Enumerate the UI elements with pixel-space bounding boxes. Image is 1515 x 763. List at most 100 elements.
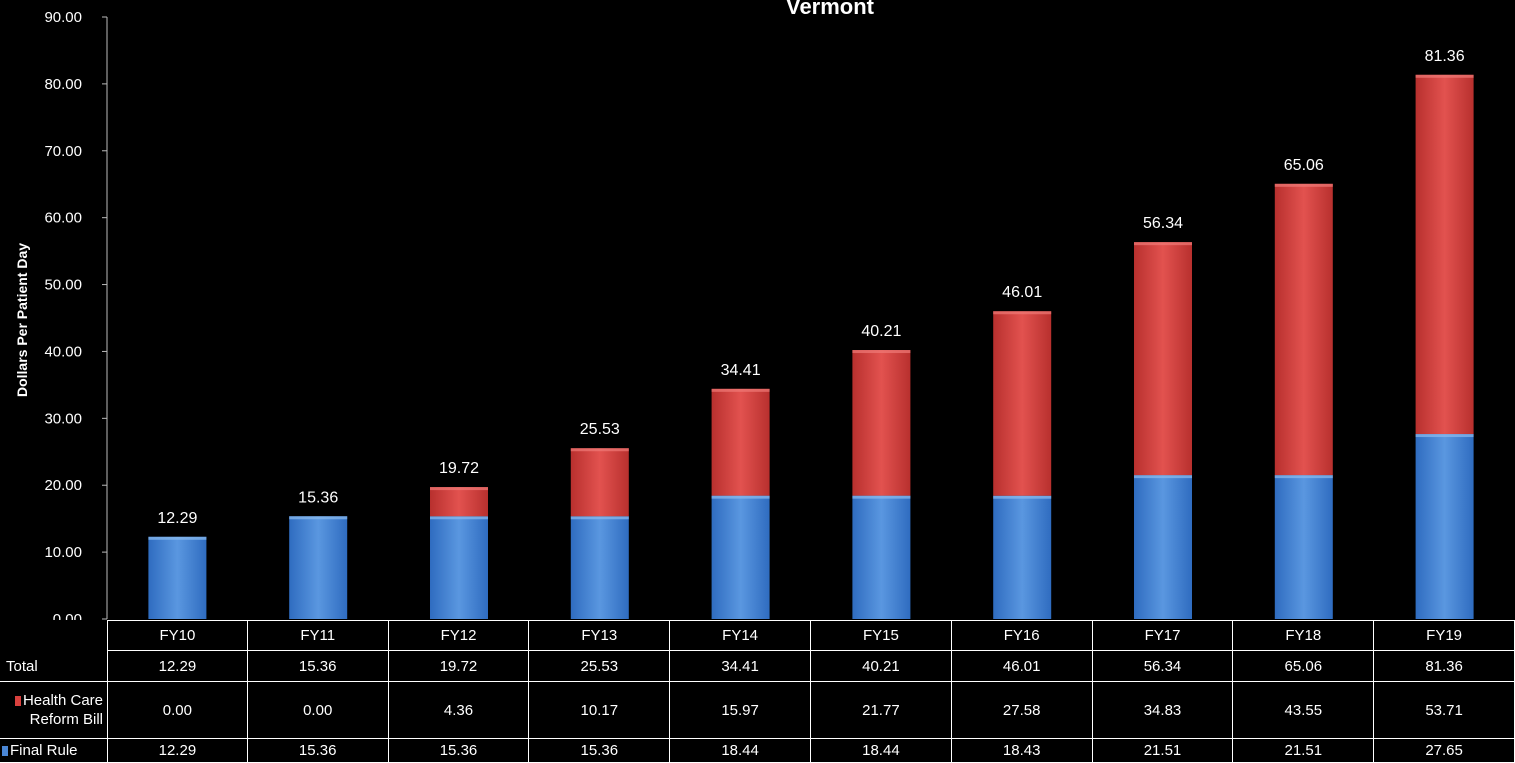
table-cell-final-rule: 21.51 xyxy=(1092,739,1234,763)
table-cell-total: 46.01 xyxy=(951,651,1093,682)
bar-top-highlight xyxy=(1415,74,1474,78)
bar-health-care-reform-bill xyxy=(1134,242,1192,476)
row-label-final-rule-text: Final Rule xyxy=(10,742,78,759)
x-category-label: FY11 xyxy=(247,620,389,651)
x-category-label: FY17 xyxy=(1092,620,1234,651)
x-category-label: FY13 xyxy=(529,620,671,651)
x-category-label: FY14 xyxy=(670,620,811,651)
x-category-label: FY10 xyxy=(107,620,248,651)
bar-health-care-reform-bill xyxy=(711,388,770,496)
table-cell-final-rule: 15.36 xyxy=(388,739,530,763)
table-cell-final-rule: 21.51 xyxy=(1233,739,1375,763)
bar-final-rule xyxy=(711,495,770,619)
x-category-label: FY15 xyxy=(811,620,952,651)
table-header-row: FY10 FY11 FY12 FY13 FY14 FY15 FY16 FY17 FY18 FY19 xyxy=(0,620,1515,651)
y-tick-label: 40.00 xyxy=(44,343,82,360)
table-cell-total: 19.72 xyxy=(388,651,530,682)
table-row-health-care-reform-bill: Health Care Reform Bill 0.00 0.00 4.36 10.1… xyxy=(0,682,1515,739)
total-data-label: 46.01 xyxy=(1002,284,1042,301)
table-cell-hcrb: 34.83 xyxy=(1092,682,1234,739)
y-tick-label: 50.00 xyxy=(44,277,82,294)
chart-title: Vermont xyxy=(785,0,875,19)
bar-top-highlight xyxy=(289,516,348,520)
table-cell-hcrb: 4.36 xyxy=(388,682,530,739)
bar-final-rule xyxy=(993,495,1052,619)
total-data-label: 25.53 xyxy=(580,421,620,438)
table-cell-hcrb: 15.97 xyxy=(670,682,811,739)
table-cell-total: 56.34 xyxy=(1092,651,1234,682)
y-tick-label: 60.00 xyxy=(44,210,82,227)
y-tick-label: 80.00 xyxy=(44,76,82,93)
table-cell-total: 81.36 xyxy=(1374,651,1515,682)
row-label-hcrb-line2: Reform Bill xyxy=(29,711,103,728)
data-table: FY10 FY11 FY12 FY13 FY14 FY15 FY16 FY17 FY18 FY19… xyxy=(0,620,1515,763)
y-tick-label: 0.00 xyxy=(53,611,82,620)
row-label-hcrb-line1: Health Care xyxy=(22,692,103,709)
table-cell-total: 40.21 xyxy=(811,651,952,682)
table-cell-final-rule: 15.36 xyxy=(247,739,389,763)
row-label-total: Total xyxy=(0,651,107,682)
bar-top-highlight xyxy=(570,516,629,520)
table-cell-hcrb: 21.77 xyxy=(811,682,952,739)
bar-top-highlight xyxy=(993,311,1052,315)
bar-top-highlight xyxy=(430,516,488,520)
total-data-label: 34.41 xyxy=(721,362,761,379)
y-tick-label: 90.00 xyxy=(44,9,82,26)
total-data-label: 19.72 xyxy=(439,460,479,477)
bar-final-rule xyxy=(289,516,348,619)
table-cell-hcrb: 10.17 xyxy=(529,682,671,739)
bar-top-highlight xyxy=(1134,242,1192,246)
total-data-label: 40.21 xyxy=(861,323,901,340)
bar-health-care-reform-bill xyxy=(1274,183,1333,476)
bar-health-care-reform-bill xyxy=(852,350,911,496)
table-cell-hcrb: 0.00 xyxy=(107,682,248,739)
table-cell-hcrb: 0.00 xyxy=(247,682,389,739)
bar-top-highlight xyxy=(1274,183,1333,187)
bar-final-rule xyxy=(430,516,488,619)
bar-final-rule xyxy=(1134,475,1192,619)
table-cell-total: 25.53 xyxy=(529,651,671,682)
total-data-label: 56.34 xyxy=(1143,215,1183,232)
table-row-final-rule: Final Rule 12.29 15.36 15.36 15.36 18.44 18.4… xyxy=(0,739,1515,763)
bar-health-care-reform-bill xyxy=(430,487,488,517)
table-cell-total: 34.41 xyxy=(670,651,811,682)
bar-final-rule xyxy=(1415,434,1474,619)
bar-top-highlight xyxy=(148,536,207,540)
bar-health-care-reform-bill xyxy=(993,311,1052,496)
bar-health-care-reform-bill xyxy=(1415,74,1474,435)
y-tick-label: 20.00 xyxy=(44,477,82,494)
bar-top-highlight xyxy=(1134,475,1192,479)
y-tick-label: 10.00 xyxy=(44,544,82,561)
legend-key-red xyxy=(14,696,21,706)
bar-final-rule xyxy=(570,516,629,619)
table-cell-final-rule: 18.44 xyxy=(670,739,811,763)
y-tick-label: 30.00 xyxy=(44,410,82,427)
bar-final-rule xyxy=(148,536,207,619)
total-data-label: 65.06 xyxy=(1284,157,1324,174)
bar-top-highlight xyxy=(852,495,911,499)
row-label-final-rule: Final Rule xyxy=(0,739,107,763)
bar-health-care-reform-bill xyxy=(570,448,629,517)
table-cell-hcrb: 27.58 xyxy=(951,682,1093,739)
legend-key-blue xyxy=(2,745,8,756)
table-cell-hcrb: 43.55 xyxy=(1233,682,1375,739)
bar-top-highlight xyxy=(852,350,911,354)
total-data-label: 12.29 xyxy=(157,510,197,527)
table-cell-hcrb: 53.71 xyxy=(1374,682,1515,739)
table-cell-final-rule: 15.36 xyxy=(529,739,671,763)
table-cell-final-rule: 18.43 xyxy=(951,739,1093,763)
table-cell-total: 15.36 xyxy=(247,651,389,682)
y-tick-label: 70.00 xyxy=(44,143,82,160)
row-label-total-text: Total xyxy=(6,657,38,675)
x-category-label: FY16 xyxy=(951,620,1093,651)
bar-final-rule xyxy=(852,495,911,619)
bar-top-highlight xyxy=(993,495,1052,499)
bar-top-highlight xyxy=(430,487,488,491)
row-label-hcrb: Health Care Reform Bill xyxy=(0,682,107,739)
bar-top-highlight xyxy=(570,448,629,452)
table-cell-final-rule: 18.44 xyxy=(811,739,952,763)
table-cell-total: 65.06 xyxy=(1233,651,1375,682)
x-category-label: FY12 xyxy=(388,620,530,651)
table-cell-total: 12.29 xyxy=(107,651,248,682)
bar-final-rule xyxy=(1274,475,1333,619)
